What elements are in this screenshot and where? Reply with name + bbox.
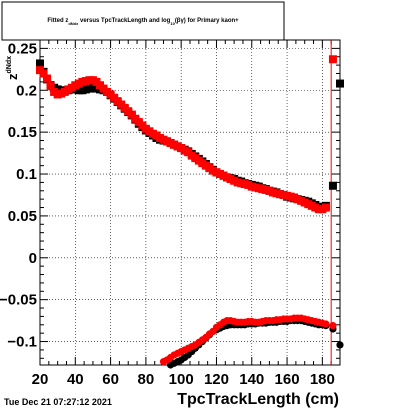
x-tick-label: 20 [32,371,49,388]
x-tick-label: 140 [239,371,264,388]
data-point [328,55,337,64]
y-tick-label: 0.15 [8,124,37,141]
data-point [43,74,52,83]
data-point [36,59,44,68]
y-tick-label: 0.25 [8,40,37,57]
timestamp: Tue Dec 21 07:27:12 2021 [4,397,112,407]
x-tick-label: 40 [67,371,84,388]
data-point [329,322,337,330]
y-tick-labels: −0.1 −0.05 0 0.05 0.1 0.15 0.2 0.25 [0,40,37,350]
x-tick-labels: 20 40 60 80 100 120 140 160 180 [32,371,335,388]
title-box: Fitted zdNdx versus TpcTrackLength and l… [1,1,285,41]
data-point [321,203,330,212]
data-point [336,79,344,88]
data-point [46,82,55,91]
y-axis-label: zdNdx [5,56,20,80]
y-tick-label: 0.05 [8,208,37,225]
x-tick-label: 180 [310,371,335,388]
data-point [127,110,136,119]
data-points [36,55,344,369]
data-point [336,341,344,349]
grid [39,40,340,365]
x-tick-label: 120 [204,371,229,388]
svg-text:zdNdx: zdNdx [5,56,20,80]
data-point [39,69,48,78]
y-tick-label: 0.1 [16,166,37,183]
data-point [322,320,330,328]
x-tick-label: 80 [138,371,155,388]
x-tick-label: 60 [102,371,119,388]
data-point [328,181,337,190]
y-tick-label: 0 [29,250,37,267]
y-tick-label: −0.05 [0,292,37,309]
x-axis-label: TpcTrackLength (cm) [177,391,339,408]
x-tick-label: 100 [169,371,194,388]
x-tick-label: 160 [275,371,300,388]
y-tick-label: 0.2 [16,82,37,99]
chart-title: Fitted zdNdx versus TpcTrackLength and l… [47,18,239,26]
y-tick-label: −0.1 [7,334,37,351]
axis-ticks [39,39,341,365]
